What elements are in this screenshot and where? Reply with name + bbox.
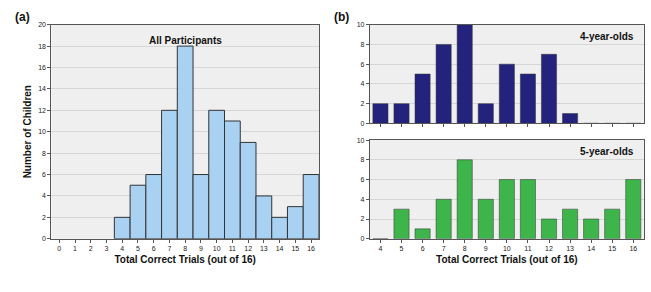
- svg-text:2: 2: [361, 100, 365, 107]
- svg-text:14: 14: [38, 85, 46, 92]
- svg-text:18: 18: [38, 43, 46, 50]
- svg-text:8: 8: [361, 41, 365, 48]
- svg-text:6: 6: [361, 176, 365, 183]
- svg-text:0: 0: [361, 120, 365, 127]
- svg-text:8: 8: [183, 245, 187, 252]
- svg-text:Total Correct Trials (out of 1: Total Correct Trials (out of 16): [436, 254, 578, 265]
- svg-text:12: 12: [545, 245, 553, 252]
- svg-text:11: 11: [524, 245, 531, 252]
- svg-text:Number of Children: Number of Children: [22, 85, 33, 178]
- svg-text:5-year-olds: 5-year-olds: [580, 146, 634, 157]
- svg-text:0: 0: [57, 245, 61, 252]
- svg-text:(b): (b): [334, 10, 349, 24]
- svg-text:16: 16: [307, 245, 315, 252]
- svg-text:2: 2: [89, 245, 93, 252]
- svg-text:0: 0: [361, 235, 365, 242]
- svg-text:6: 6: [152, 245, 156, 252]
- svg-text:12: 12: [244, 245, 252, 252]
- svg-text:2: 2: [361, 215, 365, 222]
- svg-text:10: 10: [503, 245, 511, 252]
- svg-text:8: 8: [42, 150, 46, 157]
- svg-text:6: 6: [361, 61, 365, 68]
- svg-text:16: 16: [629, 245, 637, 252]
- svg-text:4: 4: [361, 196, 365, 203]
- svg-text:3: 3: [105, 245, 109, 252]
- svg-text:10: 10: [213, 245, 221, 252]
- svg-text:2: 2: [42, 214, 46, 221]
- svg-text:8: 8: [463, 245, 467, 252]
- svg-text:6: 6: [42, 171, 46, 178]
- svg-text:14: 14: [587, 245, 595, 252]
- svg-text:6: 6: [421, 245, 425, 252]
- svg-text:11: 11: [229, 245, 236, 252]
- svg-text:(a): (a): [15, 10, 30, 24]
- svg-text:0: 0: [42, 235, 46, 242]
- svg-text:5: 5: [136, 245, 140, 252]
- svg-text:12: 12: [38, 107, 46, 114]
- svg-text:All Participants: All Participants: [149, 35, 222, 46]
- svg-text:7: 7: [442, 245, 446, 252]
- svg-text:8: 8: [361, 156, 365, 163]
- svg-text:20: 20: [38, 21, 46, 28]
- svg-text:15: 15: [608, 245, 616, 252]
- svg-text:4: 4: [42, 192, 46, 199]
- svg-text:10: 10: [357, 137, 365, 144]
- svg-text:4-year-olds: 4-year-olds: [580, 31, 634, 42]
- svg-text:7: 7: [167, 245, 171, 252]
- svg-text:13: 13: [566, 245, 574, 252]
- svg-text:5: 5: [400, 245, 404, 252]
- svg-text:10: 10: [357, 21, 365, 28]
- svg-text:9: 9: [484, 245, 488, 252]
- svg-text:14: 14: [276, 245, 284, 252]
- svg-text:Total Correct Trials (out of 1: Total Correct Trials (out of 16): [114, 254, 256, 265]
- svg-text:4: 4: [361, 80, 365, 87]
- svg-text:1: 1: [73, 245, 77, 252]
- svg-text:16: 16: [38, 64, 46, 71]
- svg-text:4: 4: [120, 245, 124, 252]
- svg-text:4: 4: [378, 245, 382, 252]
- svg-text:9: 9: [199, 245, 203, 252]
- svg-text:13: 13: [260, 245, 268, 252]
- svg-text:15: 15: [291, 245, 299, 252]
- svg-text:10: 10: [38, 128, 46, 135]
